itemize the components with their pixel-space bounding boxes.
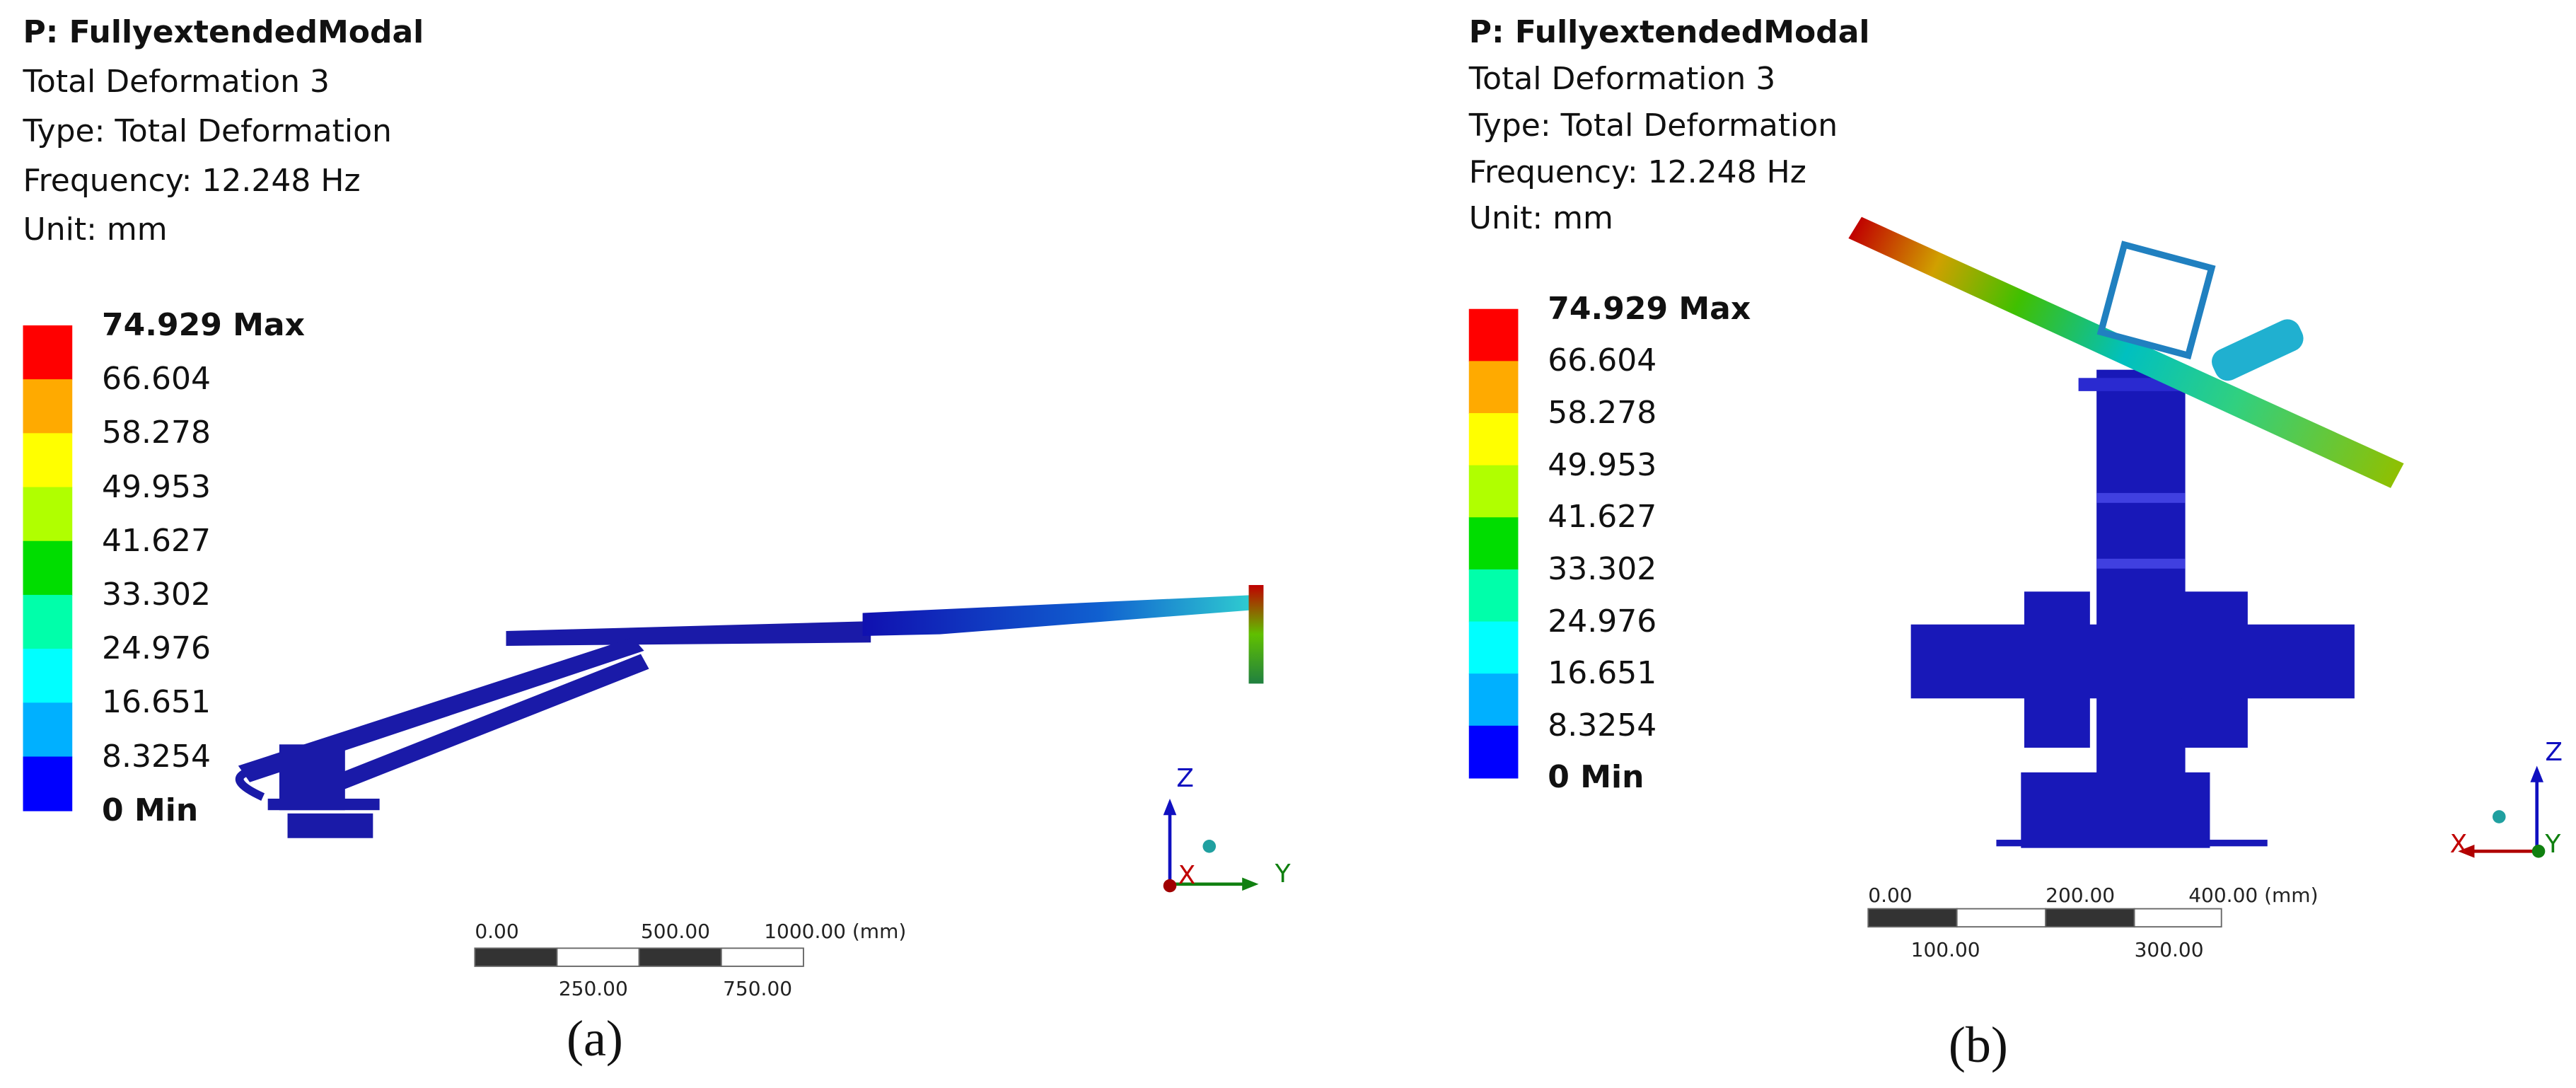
legend-band [23,325,73,381]
result-info: Type: Total Deformation [23,112,392,149]
legend-label: 8.3254 [102,738,211,775]
legend-band [23,433,73,488]
legend-band [1468,621,1519,675]
scale-label: 200.00 [2046,884,2116,908]
legend-band [23,756,73,811]
legend-label: 0 Min [102,792,199,828]
result-info: Unit: mm [1468,200,1613,237]
legend-band [23,594,73,650]
axis-label: Z [1176,764,1194,794]
legend-label: 0 Min [1548,759,1644,796]
legend-label: 16.651 [102,684,211,721]
scale-label: 300.00 [2134,937,2204,961]
legend-band [1468,725,1519,779]
result-title: P: FullyextendedModal [23,14,424,51]
legend-label: 16.651 [1548,655,1657,692]
legend-label: 58.278 [102,415,211,451]
scale-label: 0.00 [1868,884,1913,908]
legend-band [23,540,73,596]
result-info: Total Deformation 3 [1468,61,1776,98]
legend-label: 66.604 [102,361,211,398]
scale-label: 250.00 [558,977,628,1001]
scale-label: 0.00 [475,920,519,944]
legend-label: 24.976 [1548,603,1657,640]
legend-label: 74.929 Max [102,306,305,343]
legend-label: 41.627 [102,522,211,559]
legend-band [1468,361,1519,415]
caption: (a) [566,1010,623,1067]
axis-label: Z [2545,737,2563,767]
scale-label: 400.00 (mm) [2188,884,2319,908]
result-info: Total Deformation 3 [23,64,330,100]
legend-band [23,379,73,434]
result-info: Frequency: 12.248 Hz [1468,154,1806,190]
scale-label: 1000.00 (mm) [764,920,907,944]
legend-band [1468,413,1519,466]
legend-band [1468,308,1519,362]
legend-band [23,702,73,758]
scale-label: 500.00 [640,920,710,944]
legend-band [1468,569,1519,623]
legend-band [1468,673,1519,727]
legend-band [23,649,73,704]
legend-label: 33.302 [1548,550,1657,587]
scale-label: 750.00 [723,977,793,1001]
axis-label: X [2449,830,2468,860]
legend-label: 58.278 [1548,395,1657,431]
legend-label: 49.953 [1548,446,1657,483]
legend-band [1468,465,1519,519]
geometry [235,216,2546,967]
caption: (b) [1948,1017,2008,1074]
legend-band [1468,517,1519,570]
axis-label: X [1178,861,1196,891]
legend-label: 49.953 [102,468,211,505]
result-info: Unit: mm [23,212,168,248]
legend-label: 74.929 Max [1548,290,1751,327]
scale-label: 100.00 [1910,937,1980,961]
result-title: P: FullyextendedModal [1468,14,1870,51]
axis-label: Y [2545,830,2561,860]
legend-label: 24.976 [102,630,211,667]
legend-label: 33.302 [102,576,211,613]
legend-label: 66.604 [1548,342,1657,379]
result-info: Type: Total Deformation [1468,107,1838,144]
legend-label: 41.627 [1548,499,1657,536]
result-info: Frequency: 12.248 Hz [23,162,361,199]
legend-band [23,487,73,542]
legend-label: 8.3254 [1548,707,1657,743]
axis-label: Y [1275,859,1291,889]
